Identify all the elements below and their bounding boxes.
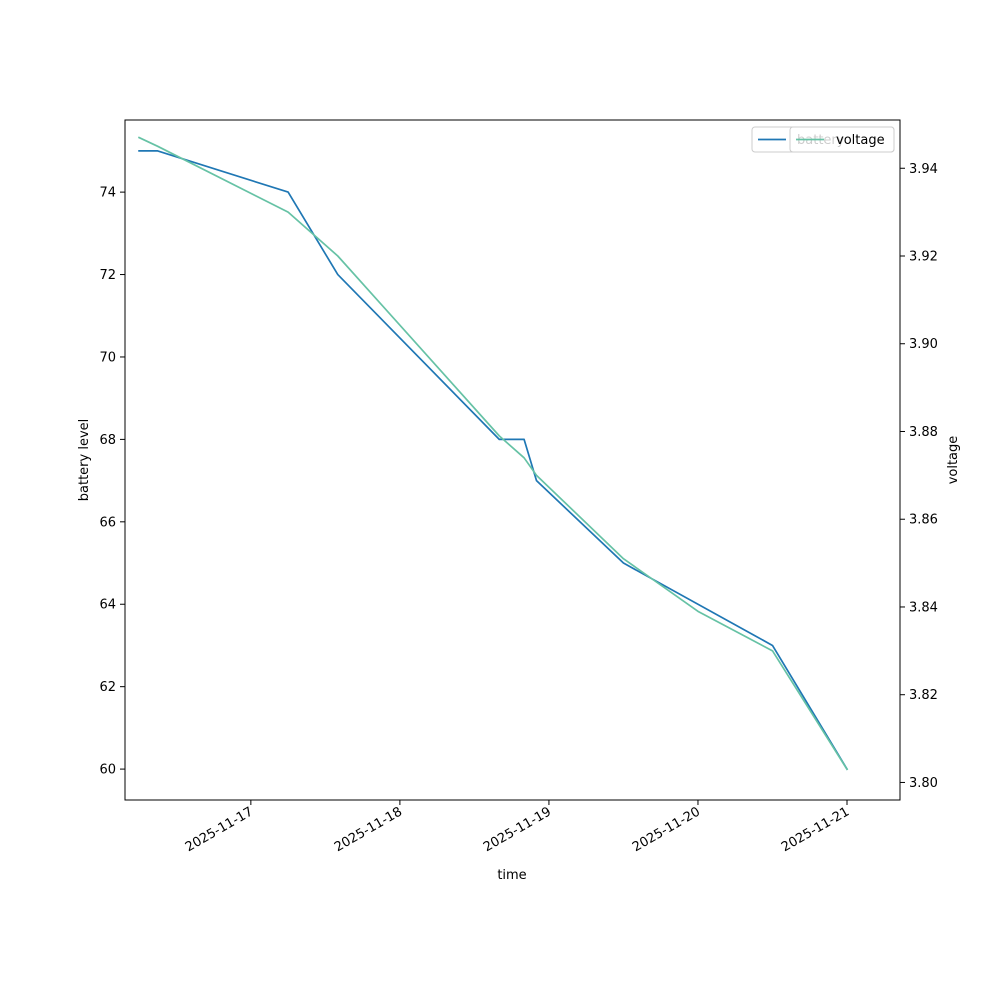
right-y-tick-label: 3.80	[909, 776, 938, 791]
legends: batteryvoltage	[751, 126, 895, 153]
left-y-axis-ticks: 60 62 64 66 68 70 72 74	[99, 186, 125, 778]
series-line-voltage	[137, 136, 849, 771]
right-y-tick-label: 3.94	[909, 162, 938, 177]
left-y-tick-label: 66	[99, 515, 116, 530]
left-y-tick-label: 64	[99, 598, 116, 613]
right-y-tick-label: 3.82	[909, 688, 938, 703]
right-y-tick-label: 3.92	[909, 250, 938, 265]
left-y-tick-label: 62	[99, 680, 116, 695]
legend-box	[789, 126, 895, 153]
plot-frame	[124, 119, 901, 801]
legend-label-voltage: voltage	[836, 133, 885, 148]
left-y-tick-label: 68	[99, 433, 116, 448]
left-y-tick-label: 70	[99, 350, 116, 365]
left-y-tick-label: 60	[99, 763, 116, 778]
series-line-battery	[138, 150, 849, 771]
left-y-tick-label: 72	[99, 268, 116, 283]
right-y-axis-label: voltage	[946, 436, 961, 485]
left-y-axis-label: battery level	[77, 419, 92, 502]
series-lines	[137, 136, 849, 771]
x-axis-label: time	[497, 868, 526, 883]
legend-voltage: voltage	[789, 126, 895, 153]
right-y-axis-ticks: 3.80 3.82 3.84 3.86 3.88 3.90 3.92 3.94	[900, 162, 938, 791]
right-y-tick-label: 3.88	[909, 425, 938, 440]
right-y-tick-label: 3.86	[909, 513, 938, 528]
left-y-tick-label: 74	[99, 186, 116, 201]
right-y-tick-label: 3.90	[909, 337, 938, 352]
right-y-tick-label: 3.84	[909, 600, 938, 615]
